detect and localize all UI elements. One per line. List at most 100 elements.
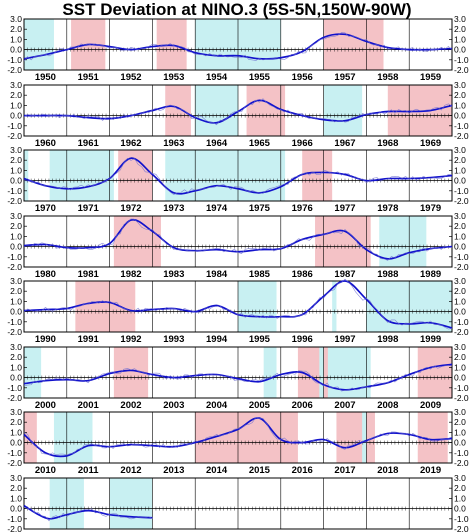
y-tick-label-left: 3.0 (10, 80, 22, 90)
year-label-2004: 2004 (206, 400, 228, 411)
la-nina-shade (362, 412, 367, 463)
year-label-2018: 2018 (377, 465, 398, 476)
y-tick-label-right: 0.0 (454, 504, 466, 514)
y-tick-label-right: 0.0 (454, 373, 466, 383)
y-tick-label-right: 3.0 (454, 473, 466, 483)
panel-2: 3.0 3.02.0 2.01.0 1.00.0 0.0-1.0 -1.0-2.0 -2.0… (7, 145, 469, 214)
y-tick-label-left: 1.0 (10, 296, 22, 306)
y-tick-label-right: -1.0 (454, 317, 469, 327)
year-label-1979: 1979 (420, 203, 441, 214)
y-tick-label-left: 3.0 (10, 342, 22, 352)
y-tick-label-left: 2.0 (10, 417, 22, 427)
y-tick-label-left: 1.0 (10, 165, 22, 175)
la-nina-shade (49, 150, 114, 201)
el-nino-shade (315, 216, 371, 267)
la-nina-shade (263, 347, 277, 398)
y-tick-label-right: 0.0 (454, 307, 466, 317)
year-label-1990: 1990 (35, 334, 56, 345)
y-tick-label-right: 3.0 (454, 211, 466, 221)
y-tick-label-right: -1.0 (454, 252, 469, 262)
y-tick-label-left: -2.0 (7, 65, 22, 75)
year-label-1957: 1957 (334, 72, 355, 83)
monthly-line (23, 365, 453, 392)
year-label-1984: 1984 (206, 269, 228, 280)
y-tick-label-right: 1.0 (454, 231, 466, 241)
year-label-1950: 1950 (35, 72, 56, 83)
el-nino-shade (302, 150, 333, 201)
y-tick-label-right: 1.0 (454, 427, 466, 437)
year-label-1994: 1994 (206, 334, 228, 345)
year-label-1959: 1959 (420, 72, 441, 83)
y-tick-label-right: -1.0 (454, 514, 469, 524)
la-nina-shade (332, 281, 337, 332)
monthly-line (23, 417, 453, 456)
y-tick-label-left: -2.0 (7, 393, 22, 403)
y-tick-label-left: 0.0 (10, 373, 22, 383)
y-tick-label-right: -2.0 (454, 131, 469, 141)
panel-5: 3.0 3.02.0 2.01.0 1.00.0 0.0-1.0 -1.0-2.0 -2.0… (7, 342, 469, 411)
y-tick-label-right: -2.0 (454, 196, 469, 206)
y-tick-label-right: -2.0 (454, 524, 469, 532)
y-tick-label-left: 2.0 (10, 221, 22, 231)
year-label-1997: 1997 (334, 334, 355, 345)
year-label-1964: 1964 (206, 138, 228, 149)
year-label-1980: 1980 (35, 269, 56, 280)
y-tick-label-left: 3.0 (10, 211, 22, 221)
y-tick-label-right: 3.0 (454, 80, 466, 90)
monthly-line (23, 157, 453, 196)
y-tick-label-left: 2.0 (10, 90, 22, 100)
la-nina-shade (319, 347, 324, 398)
year-label-2017: 2017 (334, 465, 355, 476)
year-label-2019: 2019 (420, 465, 441, 476)
year-label-1960: 1960 (35, 138, 56, 149)
y-tick-label-left: -2.0 (7, 524, 22, 532)
year-label-1977: 1977 (334, 203, 355, 214)
smoothed-line (23, 33, 453, 60)
y-tick-label-left: -2.0 (7, 327, 22, 337)
panel-3: 3.0 3.02.0 2.01.0 1.00.0 0.0-1.0 -1.0-2.0 -2.0… (7, 211, 469, 280)
year-label-1963: 1963 (163, 138, 184, 149)
year-label-1954: 1954 (206, 72, 228, 83)
y-tick-label-left: 0.0 (10, 307, 22, 317)
year-label-2012: 2012 (120, 465, 141, 476)
y-tick-label-right: -2.0 (454, 393, 469, 403)
y-tick-label-left: -2.0 (7, 196, 22, 206)
el-nino-shade (246, 85, 286, 136)
la-nina-shade (24, 347, 42, 398)
el-nino-shade (417, 347, 452, 398)
year-label-1971: 1971 (78, 203, 100, 214)
y-tick-label-left: -2.0 (7, 262, 22, 272)
y-tick-label-right: 2.0 (454, 155, 466, 165)
y-tick-label-left: 0.0 (10, 242, 22, 252)
el-nino-shade (24, 412, 37, 463)
y-tick-label-right: 2.0 (454, 24, 466, 34)
la-nina-shade (238, 281, 277, 332)
y-tick-label-left: -1.0 (7, 121, 22, 131)
year-label-1999: 1999 (420, 334, 441, 345)
panel-4: 3.0 3.02.0 2.01.0 1.00.0 0.0-1.0 -1.0-2.0 -2.0… (7, 276, 469, 345)
year-label-2008: 2008 (377, 400, 398, 411)
year-label-1983: 1983 (163, 269, 184, 280)
year-label-1986: 1986 (292, 269, 313, 280)
year-label-2007: 2007 (334, 400, 355, 411)
y-tick-label-right: 2.0 (454, 221, 466, 231)
y-tick-label-left: 0.0 (10, 504, 22, 514)
y-tick-label-right: -1.0 (454, 186, 469, 196)
y-tick-label-left: 3.0 (10, 276, 22, 286)
la-nina-shade (24, 150, 29, 201)
y-tick-label-left: 2.0 (10, 155, 22, 165)
year-label-2009: 2009 (420, 400, 441, 411)
y-tick-label-right: 0.0 (454, 176, 466, 186)
y-tick-label-left: -1.0 (7, 448, 22, 458)
year-label-1995: 1995 (249, 334, 271, 345)
year-label-1966: 1966 (292, 138, 313, 149)
smoothed-line (23, 218, 453, 260)
monthly-line (23, 98, 453, 126)
y-tick-label-right: 0.0 (454, 45, 466, 55)
el-nino-shade (75, 281, 136, 332)
la-nina-shade (53, 412, 93, 463)
la-nina-shade (323, 85, 363, 136)
year-label-2011: 2011 (78, 465, 99, 476)
y-tick-label-left: 3.0 (10, 145, 22, 155)
y-tick-label-left: -1.0 (7, 514, 22, 524)
